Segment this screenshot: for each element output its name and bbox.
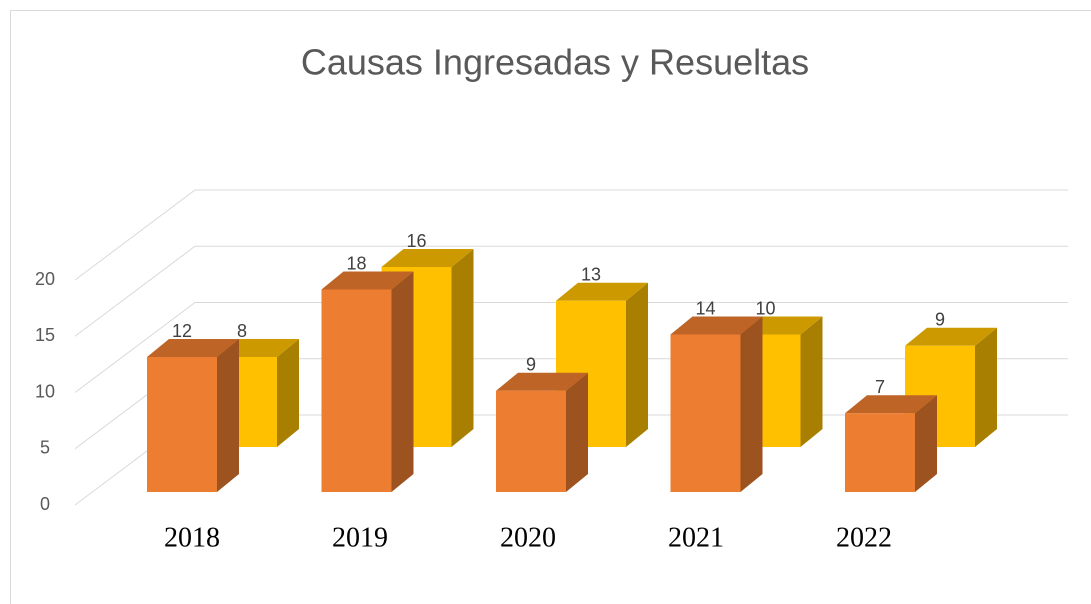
y-tick-label: 5: [40, 438, 50, 458]
y-tick-label: 10: [35, 381, 55, 401]
bar-top: [381, 249, 474, 267]
bar: [321, 271, 414, 492]
data-label: 9: [526, 355, 536, 375]
bar-front: [147, 357, 217, 492]
chart-frame: [10, 10, 1091, 604]
x-tick-label: 2018: [164, 522, 220, 553]
bar-top: [845, 395, 937, 414]
grid-line: [74, 302, 1068, 393]
bar-side: [277, 339, 299, 447]
chart-title: Causas Ingresadas y Resueltas: [301, 42, 809, 83]
bar-side: [566, 372, 588, 492]
data-label: 14: [695, 298, 715, 318]
grid-line: [74, 245, 1068, 337]
bar-top: [670, 316, 763, 335]
x-tick-label: 2020: [500, 522, 556, 553]
bar-top: [556, 282, 648, 301]
data-label: 13: [581, 265, 601, 285]
data-label: 7: [875, 377, 885, 397]
data-label: 9: [935, 310, 945, 330]
data-label: 18: [346, 253, 366, 273]
x-tick-label: 2019: [332, 522, 388, 553]
bar-side: [740, 316, 763, 492]
bar: [496, 372, 588, 492]
bar-front: [321, 289, 392, 492]
bar-top: [496, 372, 588, 391]
y-tick-label: 20: [35, 269, 55, 289]
bar-top: [905, 327, 997, 346]
bar-side: [217, 339, 239, 492]
bar-front: [845, 413, 915, 492]
data-label: 12: [172, 321, 192, 341]
x-tick-label: 2021: [668, 522, 724, 553]
bar-side: [451, 249, 474, 447]
grid-line: [74, 189, 1068, 281]
bar: [845, 395, 937, 492]
bar-side: [915, 395, 937, 492]
x-tick-label: 2022: [836, 522, 892, 553]
data-label: 16: [406, 231, 426, 251]
bar-side: [975, 327, 997, 447]
bar-side: [626, 282, 648, 447]
y-tick-label: 15: [35, 325, 55, 345]
bar-side: [391, 271, 414, 492]
bar: [147, 339, 239, 492]
bar: [670, 316, 763, 492]
data-label: 10: [755, 298, 775, 318]
bar-front: [670, 334, 741, 492]
data-label: 8: [237, 321, 247, 341]
bar-front: [496, 390, 566, 492]
bar-top: [321, 271, 414, 290]
bar-top: [147, 339, 239, 357]
bar-side: [800, 316, 823, 447]
y-tick-label: 0: [40, 494, 50, 514]
